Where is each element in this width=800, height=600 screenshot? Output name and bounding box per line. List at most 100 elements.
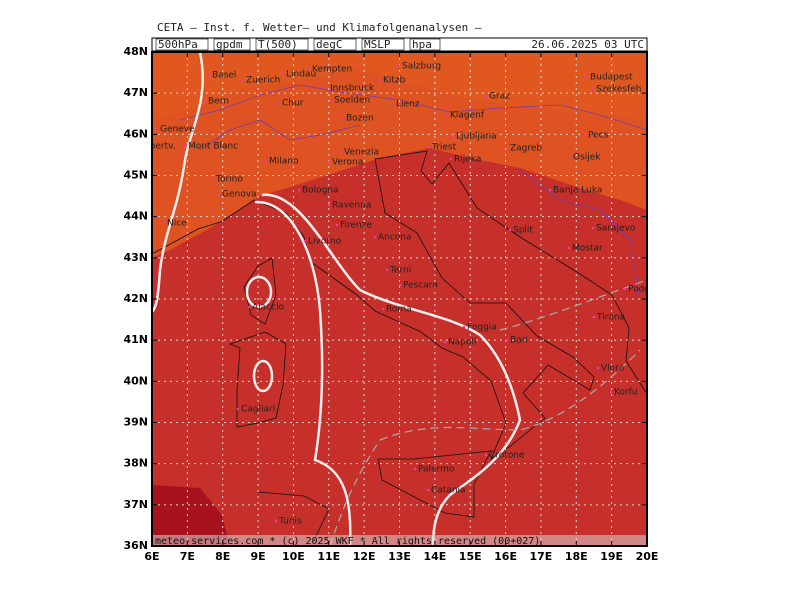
city-marker <box>162 221 166 225</box>
header-fields: 500hPa gpdm T(500) degC MSLP hpa <box>155 38 441 51</box>
city-marker <box>155 127 159 131</box>
city-label: Podgorica <box>628 285 672 295</box>
city-label: Zagreb <box>510 144 542 154</box>
city-marker <box>137 145 140 148</box>
city-marker <box>303 239 307 243</box>
lon-label: 19E <box>600 550 623 563</box>
city-label: Sarajevo <box>596 224 636 234</box>
lon-label: 17E <box>530 550 553 563</box>
lon-label: 20E <box>636 550 659 563</box>
city-label: Albertv. <box>141 142 176 152</box>
city-marker <box>381 307 385 311</box>
city-marker <box>281 72 285 76</box>
lat-label: 40N <box>123 374 148 387</box>
city-label: Salzburg <box>402 62 441 72</box>
header-field-box <box>409 38 441 51</box>
city-label: Roma <box>386 305 412 315</box>
city-marker <box>583 133 587 137</box>
city-marker <box>623 287 627 291</box>
city-marker <box>568 155 572 159</box>
lat-label: 45N <box>123 169 148 182</box>
lon-label: 14E <box>423 550 446 563</box>
city-marker <box>274 519 278 523</box>
header-datetime: 26.06.2025 03 UTC <box>531 38 644 51</box>
lat-label: 36N <box>123 539 148 552</box>
city-label: Lindau <box>286 70 316 80</box>
city-marker <box>591 87 595 91</box>
city-marker <box>339 150 343 154</box>
isobars <box>329 279 647 546</box>
city-marker <box>505 338 509 342</box>
city-label: Ravenna <box>332 201 371 211</box>
header-field: degC <box>316 38 343 51</box>
lon-label: 9E <box>250 550 265 563</box>
city-marker <box>451 134 455 138</box>
header-field-box <box>255 38 309 51</box>
city-marker <box>211 177 215 181</box>
city-label: Mostar <box>572 244 603 254</box>
city-label: Venezia <box>344 148 379 158</box>
city-label: Graz <box>489 92 510 102</box>
header-field: T(500) <box>258 38 298 51</box>
city-marker <box>327 160 331 164</box>
header-field: MSLP <box>364 38 391 51</box>
city-label: Livorno <box>308 237 342 247</box>
header-field: gpdm <box>216 38 243 51</box>
city-label: Ajaccio <box>252 303 285 313</box>
city-label: Tunis <box>278 517 302 527</box>
lon-label: 16E <box>494 550 517 563</box>
city-marker <box>484 94 488 98</box>
lat-label: 44N <box>123 210 148 223</box>
lat-label: 47N <box>123 86 148 99</box>
lat-label: 42N <box>123 292 148 305</box>
city-label: Bozen <box>346 114 374 124</box>
city-marker <box>341 116 345 120</box>
city-label: Catania <box>431 486 466 496</box>
city-marker <box>427 145 431 149</box>
city-marker <box>236 407 240 411</box>
lon-label: 7E <box>180 550 195 563</box>
header-field: hpa <box>412 38 432 51</box>
city-label: Crotone <box>489 451 525 461</box>
city-marker <box>277 101 281 105</box>
city-label: Klagenf <box>450 111 485 121</box>
city-label: Split <box>513 226 533 236</box>
city-marker <box>183 144 187 148</box>
city-label: Bari <box>510 336 528 346</box>
city-marker <box>567 246 571 250</box>
city-marker <box>592 315 596 319</box>
city-marker <box>297 188 301 192</box>
axes: 48N 47N 46N 45N 44N 43N 42N 41N 40N 39N 38N 37N 36N6… <box>123 45 658 563</box>
city-marker <box>596 366 600 370</box>
lat-label: 37N <box>123 498 148 511</box>
lon-label: 18E <box>565 550 588 563</box>
city-label: Torino <box>215 175 243 185</box>
city-marker <box>247 305 251 309</box>
footer-band <box>152 535 647 546</box>
city-marker <box>413 467 417 471</box>
city-marker <box>609 390 613 394</box>
city-label: Triest <box>431 143 457 153</box>
city-label: Korfu <box>614 388 638 398</box>
city-label: Foggia <box>467 323 497 333</box>
city-label: Szekesfeh <box>596 85 642 95</box>
header-field-box <box>155 38 209 51</box>
city-label: Pescara <box>403 281 438 291</box>
city-label: Cagliari <box>241 405 275 415</box>
city-label: Bern <box>208 97 229 107</box>
city-label: Osijek <box>573 153 601 163</box>
city-marker <box>585 75 589 79</box>
city-marker <box>398 283 402 287</box>
header-field-box <box>361 38 405 51</box>
graticule <box>152 52 647 546</box>
city-marker <box>426 488 430 492</box>
lon-label: 15E <box>459 550 482 563</box>
lon-label: 11E <box>317 550 340 563</box>
city-label: Budapest <box>590 73 633 83</box>
city-label: Bologna <box>302 186 339 196</box>
city-label: Napoli <box>448 338 476 348</box>
lon-label: 12E <box>353 550 376 563</box>
city-label: Rijeka <box>454 155 481 165</box>
